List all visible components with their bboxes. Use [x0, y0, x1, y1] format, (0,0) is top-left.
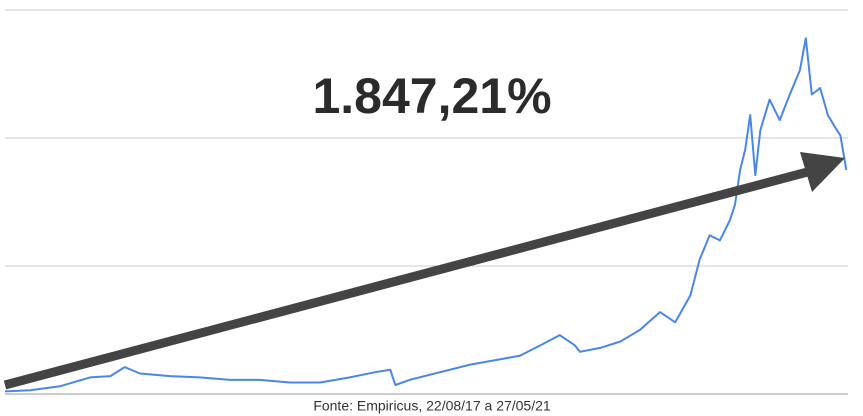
- line-series: [4, 37, 848, 393]
- lines: [4, 37, 848, 393]
- source: Fonte: Empiricus, 22/08/17 a 27/05/21: [313, 398, 551, 414]
- trend-arrow: [3, 152, 845, 390]
- grid: [5, 9, 848, 395]
- arrow-shaft: [3, 165, 817, 390]
- arrow-head: [800, 152, 845, 192]
- annotation: 1.847,21%: [312, 68, 551, 124]
